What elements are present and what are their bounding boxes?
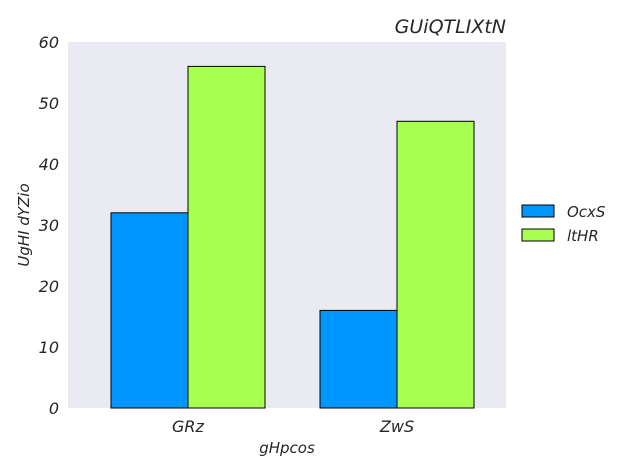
y-tick-label: 30: [39, 216, 59, 235]
x-tick-label: ZwS: [379, 417, 414, 436]
chart-title: GUiQTLIXtN: [395, 16, 506, 38]
y-tick-label: 50: [39, 94, 59, 113]
y-tick-label: 0: [49, 399, 59, 418]
x-tick-label: GRz: [172, 417, 205, 436]
legend: OcxS ltHR: [521, 203, 606, 245]
bar-ltHR-ZwS: [396, 120, 475, 409]
bar-OcxS-ZwS: [319, 309, 398, 409]
legend-swatch-ltHR: [521, 228, 555, 242]
legend-label-OcxS: OcxS: [567, 203, 606, 221]
y-axis-label: UgHI dYZio: [15, 183, 33, 266]
legend-label-ltHR: ltHR: [567, 227, 599, 245]
y-tick-labels: 0 10 20 30 40 50 60: [39, 33, 59, 418]
bars-group: [110, 65, 475, 409]
legend-swatch-OcxS: [521, 204, 555, 218]
bar-OcxS-GRz: [110, 212, 189, 409]
x-axis-label: gHpcos: [259, 439, 315, 457]
y-tick-label: 40: [39, 155, 59, 174]
y-tick-label: 60: [39, 33, 59, 52]
y-tick-label: 10: [39, 338, 59, 357]
bar-ltHR-GRz: [187, 65, 266, 409]
y-tick-label: 20: [39, 277, 59, 296]
x-tick-labels: GRz ZwS: [172, 417, 414, 436]
